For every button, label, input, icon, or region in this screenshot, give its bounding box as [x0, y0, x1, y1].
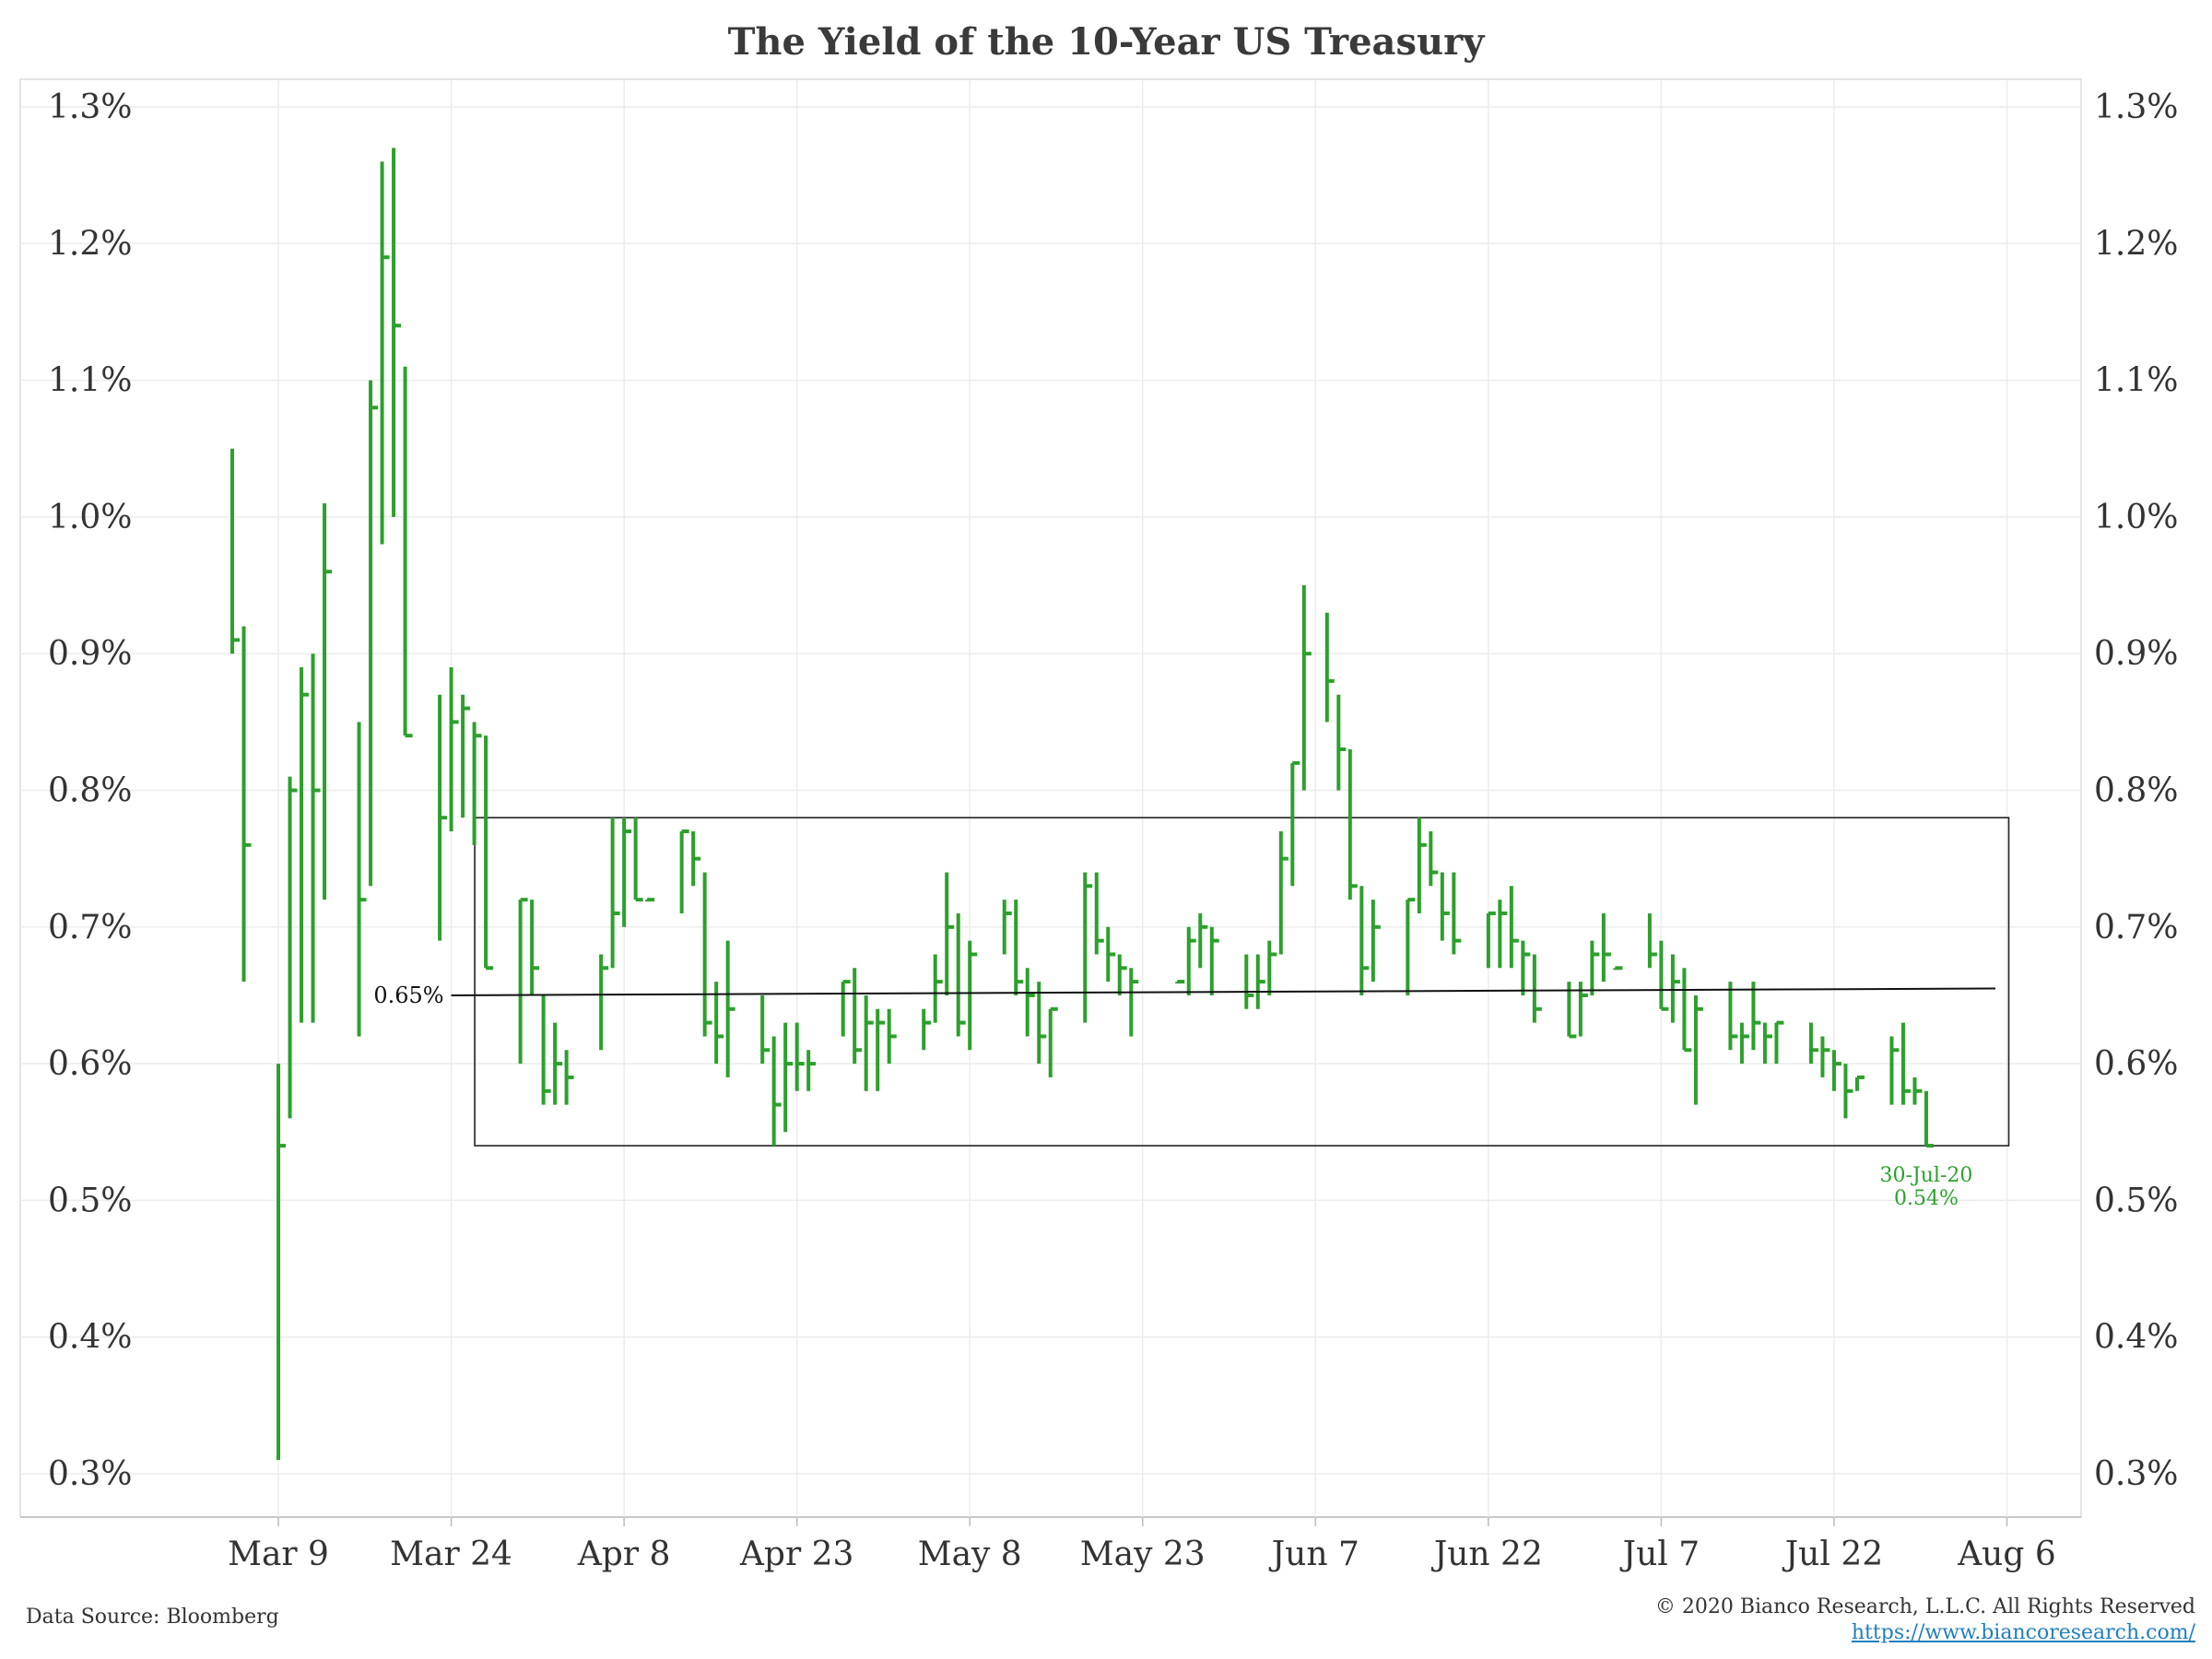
y-tick-label-right: 0.7%	[2094, 909, 2178, 947]
x-tick-label: Mar 9	[228, 1535, 329, 1573]
y-tick-label-right: 0.3%	[2094, 1455, 2178, 1493]
y-tick-label-left: 0.8%	[48, 772, 132, 810]
data-source-note: Data Source: Bloomberg	[26, 1606, 279, 1629]
x-tick-label: Jul 7	[1619, 1535, 1700, 1573]
y-tick-label-right: 0.5%	[2094, 1182, 2178, 1219]
x-tick-label: Aug 6	[1957, 1535, 2056, 1573]
last-value-label: 0.54%	[1894, 1187, 1959, 1210]
y-tick-label-left: 0.4%	[48, 1319, 132, 1357]
trend-line-label: 0.65%	[373, 982, 443, 1008]
trend-line	[451, 987, 1995, 996]
y-tick-label-right: 0.9%	[2094, 635, 2178, 673]
y-tick-label-right: 1.0%	[2094, 499, 2178, 536]
footer-credits: © 2020 Bianco Research, L.L.C. All Right…	[1655, 1594, 2195, 1646]
x-tick-label: Mar 24	[390, 1535, 512, 1573]
y-tick-label-right: 1.2%	[2094, 225, 2178, 263]
copyright-notice: © 2020 Bianco Research, L.L.C. All Right…	[1654, 1595, 2195, 1618]
range-box	[474, 817, 2010, 1147]
website-link[interactable]: https://www.biancoresearch.com/	[1851, 1621, 2195, 1644]
y-tick-label-right: 0.6%	[2094, 1045, 2178, 1083]
y-tick-label-left: 0.6%	[48, 1045, 132, 1083]
x-tick-label: Apr 8	[577, 1535, 671, 1573]
last-value-date: 30-Jul-20	[1880, 1164, 1973, 1187]
y-tick-label-left: 1.3%	[48, 88, 132, 126]
y-tick-label-left: 0.3%	[48, 1455, 132, 1493]
plot-frame	[19, 78, 2082, 1518]
y-tick-label-left: 1.1%	[48, 362, 132, 400]
y-tick-label-right: 1.1%	[2094, 362, 2178, 400]
x-tick-label: May 8	[918, 1535, 1022, 1573]
y-tick-label-left: 1.0%	[48, 499, 132, 536]
y-tick-label-right: 0.4%	[2094, 1319, 2178, 1357]
y-tick-label-right: 1.3%	[2094, 88, 2178, 126]
y-tick-label-left: 1.2%	[48, 225, 132, 263]
x-tick-label: May 23	[1080, 1535, 1206, 1573]
y-tick-label-right: 0.8%	[2094, 772, 2178, 810]
chart-title: The Yield of the 10-Year US Treasury	[727, 20, 1485, 64]
x-tick-label: Jun 22	[1430, 1535, 1543, 1573]
x-tick-label: Jul 22	[1782, 1535, 1883, 1573]
y-tick-label-left: 0.5%	[48, 1182, 132, 1219]
x-tick-label: Jun 7	[1268, 1535, 1359, 1573]
y-tick-label-left: 0.9%	[48, 635, 132, 673]
y-tick-label-left: 0.7%	[48, 909, 132, 947]
x-tick-label: Apr 23	[739, 1535, 854, 1573]
